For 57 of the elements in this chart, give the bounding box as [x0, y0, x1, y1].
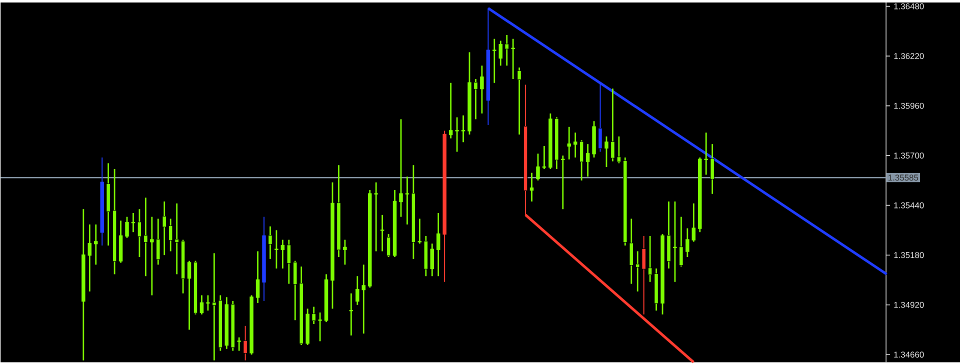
candlestick: [137, 208, 142, 258]
y-tick-label: 1.35180: [894, 252, 924, 258]
candlestick: [629, 218, 634, 285]
candlestick: [256, 250, 260, 304]
candlestick: [573, 132, 578, 158]
candlestick: [94, 224, 98, 266]
candlestick: [448, 82, 453, 140]
y-tick-label: 1.34920: [894, 302, 924, 308]
candlestick: [536, 153, 540, 182]
candlestick: [88, 224, 92, 292]
candlestick: [504, 34, 509, 67]
candlestick: [399, 118, 403, 218]
candlestick: [692, 202, 696, 243]
ref-line-label: 1.35585: [888, 174, 918, 181]
candlestick: [200, 294, 204, 316]
candlestick: [498, 40, 502, 67]
candlestick: [386, 234, 391, 258]
candlestick: [474, 78, 478, 120]
y-tick-label: 1.36220: [894, 53, 924, 60]
candlestick: [187, 260, 192, 331]
candlestick: [492, 38, 496, 84]
candlestick: [686, 228, 690, 258]
candlestick: [579, 140, 584, 182]
y-tick-label: 1.35440: [894, 202, 924, 209]
candlestick: [380, 214, 384, 252]
candlestick: [480, 65, 484, 114]
candlestick: [343, 239, 347, 266]
candlestick: [318, 312, 322, 342]
y-tick-label: 1.34660: [894, 352, 924, 358]
candlestick: [530, 172, 534, 202]
candlestick: [679, 216, 684, 268]
candlestick: [436, 212, 440, 278]
candlestick: [144, 197, 148, 278]
y-tick-label: 1.36480: [894, 4, 924, 10]
candlestick: [150, 216, 154, 296]
candlestick: [418, 218, 422, 245]
candlestick: [598, 82, 602, 152]
candlestick: [430, 243, 434, 278]
candlestick: [286, 239, 292, 285]
candlestick: [162, 201, 166, 256]
candlestick: [312, 306, 316, 325]
y-tick-label: 1.35700: [894, 152, 924, 159]
candlestick: [461, 114, 466, 144]
candlestick: [237, 336, 241, 352]
candlestick: [280, 239, 285, 270]
candlestick: [567, 126, 571, 160]
candlestick: [604, 136, 608, 168]
candlestick: [517, 67, 522, 136]
candlestick: [455, 116, 459, 153]
candlestick: [362, 264, 366, 334]
candlestick: [125, 216, 129, 239]
candlestick: [356, 276, 360, 306]
y-tick-label: 1.35960: [894, 103, 924, 110]
candlestick: [268, 226, 272, 260]
candlestick: [586, 144, 590, 178]
candlestick: [156, 218, 160, 266]
candlestick: [710, 144, 714, 195]
